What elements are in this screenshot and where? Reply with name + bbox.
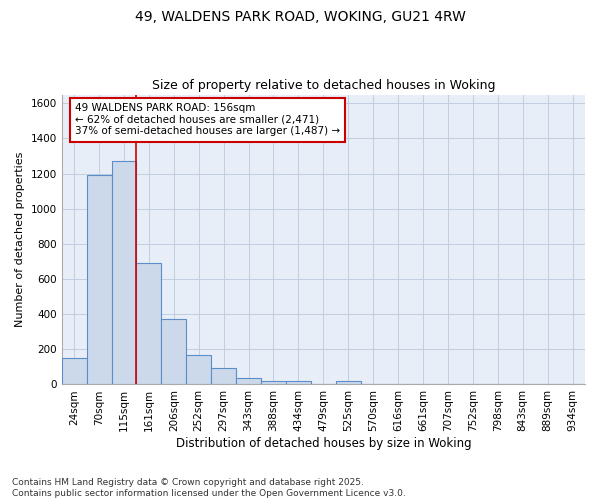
Title: Size of property relative to detached houses in Woking: Size of property relative to detached ho… <box>152 79 495 92</box>
Text: 49, WALDENS PARK ROAD, WOKING, GU21 4RW: 49, WALDENS PARK ROAD, WOKING, GU21 4RW <box>134 10 466 24</box>
Bar <box>261 380 286 384</box>
Text: 49 WALDENS PARK ROAD: 156sqm
← 62% of detached houses are smaller (2,471)
37% of: 49 WALDENS PARK ROAD: 156sqm ← 62% of de… <box>75 104 340 136</box>
Bar <box>112 162 136 384</box>
Bar <box>211 368 236 384</box>
Bar <box>286 381 311 384</box>
X-axis label: Distribution of detached houses by size in Woking: Distribution of detached houses by size … <box>176 437 471 450</box>
Bar <box>186 354 211 384</box>
Bar <box>86 176 112 384</box>
Bar <box>336 381 361 384</box>
Bar <box>136 263 161 384</box>
Bar <box>161 318 186 384</box>
Y-axis label: Number of detached properties: Number of detached properties <box>15 152 25 327</box>
Bar <box>62 358 86 384</box>
Bar <box>236 378 261 384</box>
Text: Contains HM Land Registry data © Crown copyright and database right 2025.
Contai: Contains HM Land Registry data © Crown c… <box>12 478 406 498</box>
